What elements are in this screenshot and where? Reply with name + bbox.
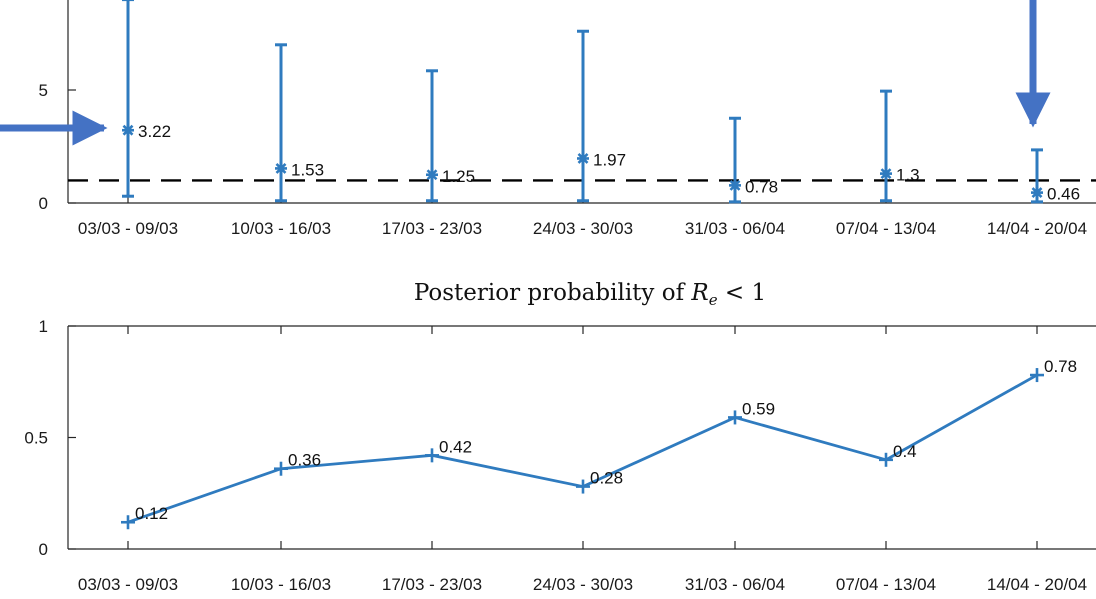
probability-point-week-3: 0.42 <box>425 437 472 463</box>
errorbar-week-3: 1.25 <box>426 69 475 203</box>
estimate-marker <box>1031 186 1043 199</box>
probability-value-label: 0.42 <box>439 437 472 456</box>
estimate-marker-stroke <box>729 179 741 191</box>
errorbar-week-4: 1.97 <box>577 29 626 203</box>
top-y-tick-label: 5 <box>39 81 48 100</box>
top-chart-errorbars: 3.22 1.53 1.25 1.97 0.78 1.3 0.46 <box>122 0 1080 204</box>
probability-point-week-4: 0.28 <box>576 469 623 494</box>
estimate-marker <box>122 124 134 137</box>
probability-point-week-2: 0.36 <box>274 451 321 476</box>
bottom-x-tick-label: 17/03 - 23/03 <box>382 575 482 594</box>
top-y-tick-label: 0 <box>39 194 48 213</box>
estimate-value-label: 3.22 <box>138 122 171 141</box>
bottom-x-tick-label: 07/04 - 13/04 <box>836 575 936 594</box>
probability-point-week-6: 0.4 <box>879 442 917 467</box>
top-x-tick-label: 31/03 - 06/04 <box>685 219 785 238</box>
top-x-tick-label: 17/03 - 23/03 <box>382 219 482 238</box>
bottom-x-tick-label: 31/03 - 06/04 <box>685 575 785 594</box>
estimate-marker-stroke <box>122 124 134 136</box>
errorbar-week-2: 1.53 <box>275 43 324 203</box>
top-x-tick-label: 14/04 - 20/04 <box>987 219 1087 238</box>
bottom-chart-title-prefix: Posterior probability of <box>414 280 692 306</box>
bottom-x-tick-label: 03/03 - 09/03 <box>78 575 178 594</box>
estimate-marker <box>275 162 287 175</box>
top-x-tick-label: 24/03 - 30/03 <box>533 219 633 238</box>
bottom-x-tick-label: 14/04 - 20/04 <box>987 575 1087 594</box>
estimate-marker-stroke <box>1031 187 1043 199</box>
probability-value-label: 0.4 <box>893 442 917 461</box>
probability-point-week-5: 0.59 <box>728 399 775 425</box>
estimate-marker <box>426 168 438 181</box>
bottom-y-tick-label: 0 <box>39 540 48 559</box>
estimate-value-label: 0.78 <box>745 177 778 196</box>
estimate-marker <box>880 167 892 180</box>
bottom-chart-points: 0.12 0.36 0.42 0.28 0.59 0.4 0.78 <box>121 357 1077 530</box>
probability-value-label: 0.78 <box>1044 357 1077 376</box>
estimate-value-label: 1.53 <box>291 160 324 179</box>
errorbar-week-5: 0.78 <box>729 116 778 204</box>
bottom-x-tick-label: 10/03 - 16/03 <box>231 575 331 594</box>
bottom-chart-title-sub: e <box>709 291 718 309</box>
estimate-value-label: 1.3 <box>896 166 920 185</box>
estimate-value-label: 1.25 <box>442 167 475 186</box>
bottom-chart-x-tick-labels: 03/03 - 09/03 10/03 - 16/03 17/03 - 23/03 2… <box>78 575 1087 594</box>
bottom-chart-axes: 00.51 <box>24 317 1096 559</box>
probability-value-label: 0.12 <box>135 504 168 523</box>
estimate-marker-stroke <box>275 163 287 174</box>
top-x-tick-label: 10/03 - 16/03 <box>231 219 331 238</box>
bottom-chart-title-var: R <box>690 280 708 306</box>
estimate-marker <box>577 152 589 165</box>
probability-point-week-7: 0.78 <box>1030 357 1077 383</box>
bottom-chart-title-rest: < 1 <box>718 280 767 306</box>
bottom-x-tick-label: 24/03 - 30/03 <box>533 575 633 594</box>
estimate-marker-stroke <box>577 153 589 164</box>
probability-point-week-1: 0.12 <box>121 504 168 530</box>
top-chart-x-tick-labels: 03/03 - 09/03 10/03 - 16/03 17/03 - 23/03 2… <box>78 219 1087 238</box>
bottom-y-tick-label: 1 <box>39 317 48 336</box>
bottom-chart-title: Posterior probability of Re < 1 <box>414 280 766 309</box>
errorbar-week-7: 0.46 <box>1031 148 1080 204</box>
bottom-y-tick-label: 0.5 <box>24 429 48 448</box>
re-estimate-errorbar-chart: 0 5 3.22 1.53 1.25 1.97 0.78 1.3 0.46 03/03 - 0… <box>0 0 1096 238</box>
errorbar-week-6: 1.3 <box>880 89 920 203</box>
estimate-marker <box>729 179 741 192</box>
posterior-probability-line-chart: 00.51 0.120.360.420.280.590.40.78 03/03 … <box>24 317 1096 594</box>
estimate-value-label: 1.97 <box>593 150 626 169</box>
probability-value-label: 0.59 <box>742 399 775 418</box>
estimate-marker-stroke <box>426 169 438 181</box>
errorbar-week-1: 3.22 <box>122 0 171 198</box>
probability-value-label: 0.28 <box>590 469 623 488</box>
probability-value-label: 0.36 <box>288 451 321 470</box>
estimate-marker-stroke <box>880 168 892 180</box>
estimate-value-label: 0.46 <box>1047 185 1080 204</box>
top-x-tick-label: 07/04 - 13/04 <box>836 219 936 238</box>
top-x-tick-label: 03/03 - 09/03 <box>78 219 178 238</box>
